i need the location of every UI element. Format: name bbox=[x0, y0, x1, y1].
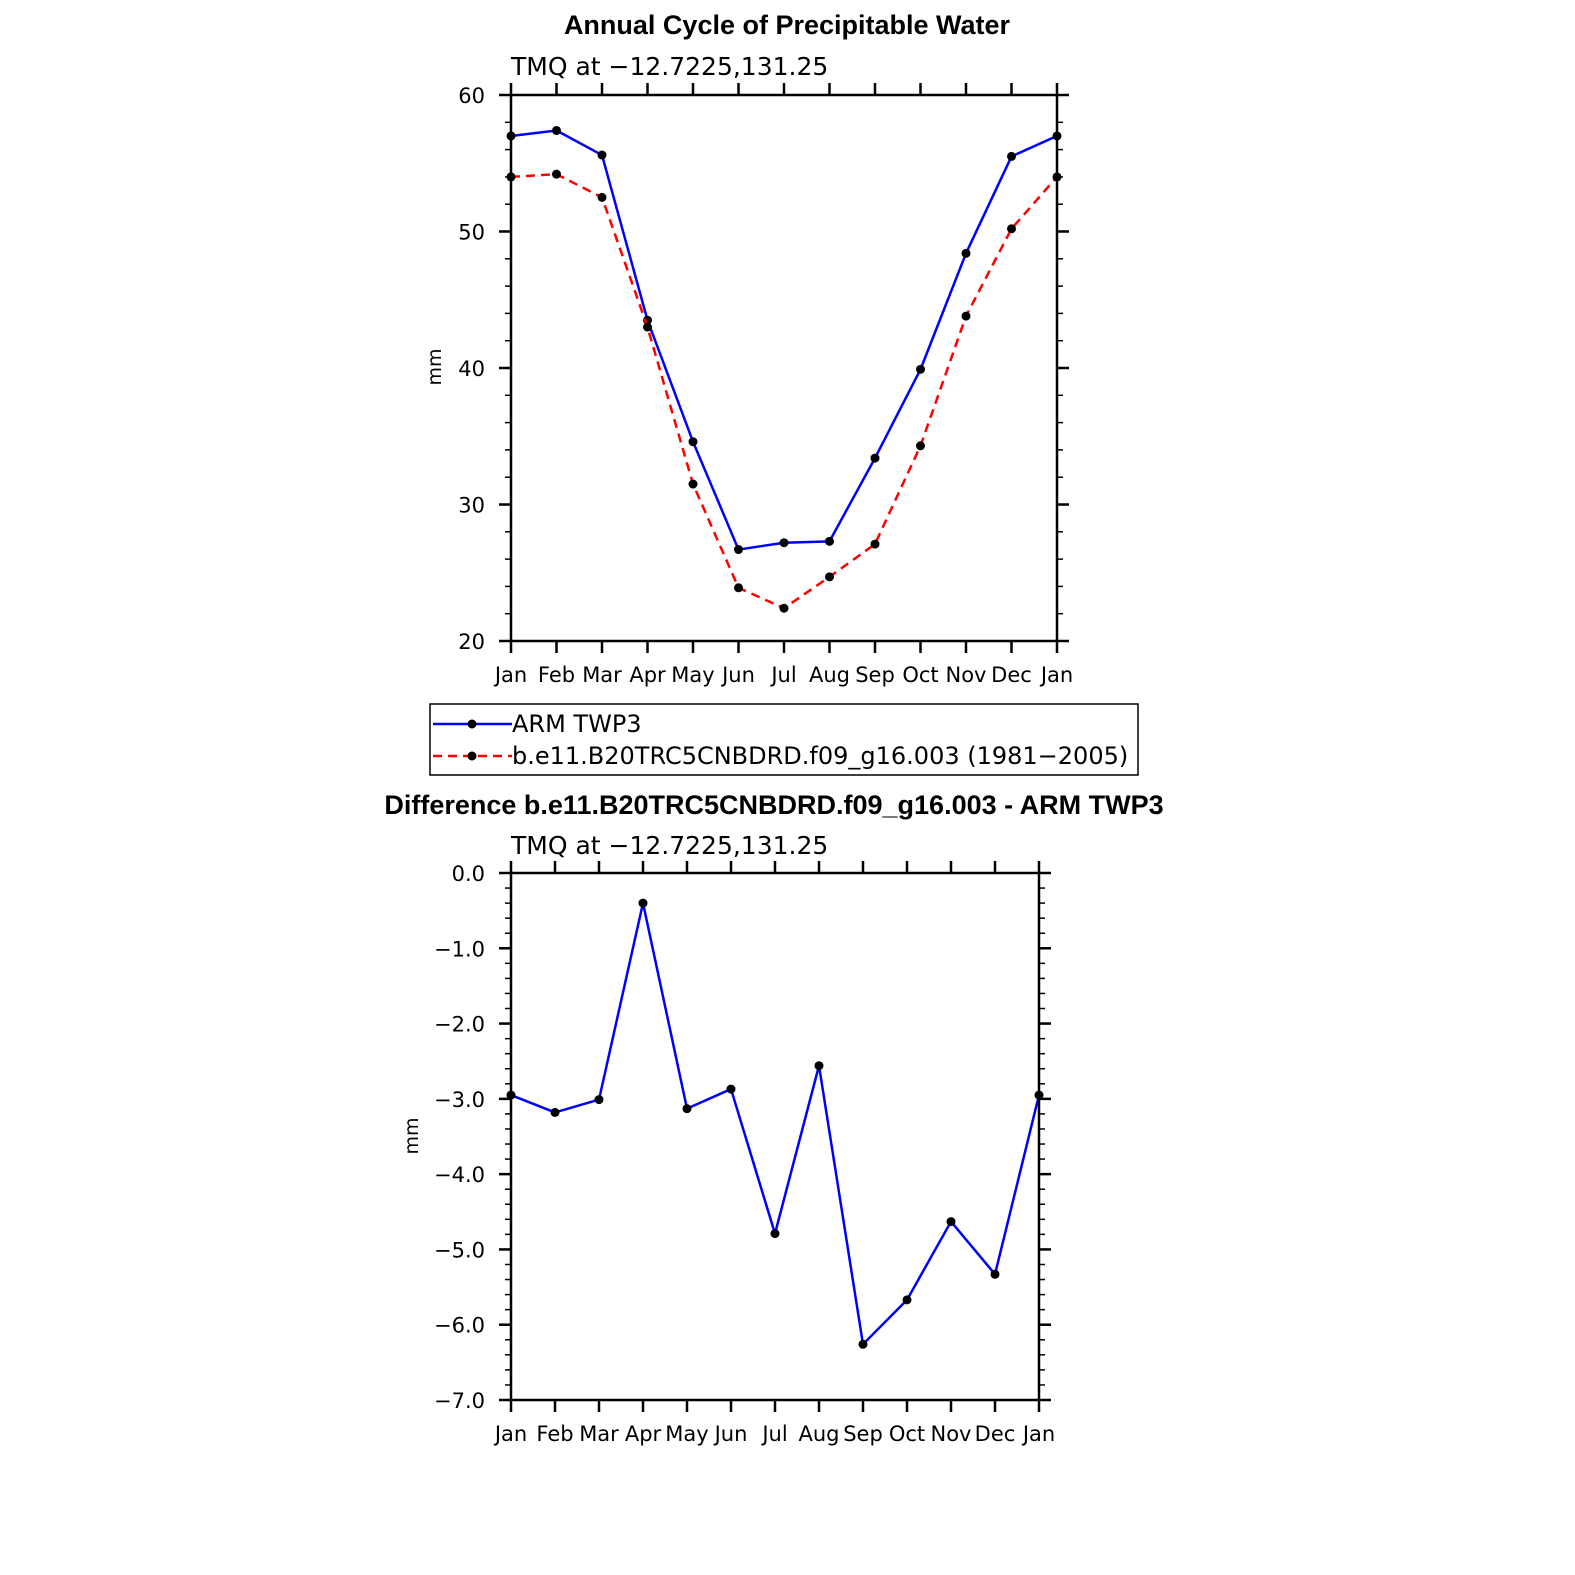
p2-series-0-point bbox=[946, 1217, 956, 1227]
p2-xtick-label: Jan bbox=[493, 1422, 527, 1446]
p1-series-0-point bbox=[552, 125, 561, 135]
p2-xtick-label: Feb bbox=[536, 1422, 573, 1446]
panel2-plot-frame bbox=[509, 871, 1041, 1402]
legend-label-obs: ARM TWP3 bbox=[512, 710, 642, 738]
p2-series-0-point bbox=[770, 1229, 780, 1239]
p2-xtick-label: May bbox=[665, 1422, 708, 1446]
p1-series-1-point bbox=[825, 572, 834, 582]
p2-series-0-point bbox=[726, 1084, 736, 1094]
panel-annual-cycle: Annual Cycle of Precipitable Water TMQ a… bbox=[424, 10, 1073, 687]
p2-xtick-label: Dec bbox=[975, 1422, 1016, 1446]
p2-series-0-point bbox=[550, 1107, 560, 1117]
p1-series-1-point bbox=[643, 322, 652, 332]
p1-series-0-point bbox=[870, 453, 880, 463]
p1-xtick-label: Jan bbox=[493, 663, 527, 687]
p1-series-0-point bbox=[688, 437, 698, 447]
p1-series-1-point bbox=[552, 169, 561, 179]
p1-series-0-point bbox=[825, 536, 834, 546]
p1-series-1-point bbox=[916, 441, 925, 451]
p1-series-1-point bbox=[597, 192, 607, 202]
p1-ytick-label: 30 bbox=[458, 494, 485, 518]
panel1-plot-frame bbox=[509, 93, 1059, 643]
p1-series-0-point bbox=[779, 538, 789, 548]
p1-series-1-point bbox=[779, 603, 789, 613]
p1-series-1-point bbox=[870, 539, 880, 549]
p1-xtick-label: Dec bbox=[991, 663, 1032, 687]
p1-series-1-point bbox=[1007, 224, 1016, 234]
p2-series-0-point bbox=[902, 1295, 912, 1305]
p2-series-0-point bbox=[990, 1269, 1000, 1279]
legend-box bbox=[429, 703, 1139, 776]
p1-xtick-label: Nov bbox=[946, 663, 987, 687]
panel-difference: Difference b.e11.B20TRC5CNBDRD.f09_g16.0… bbox=[384, 790, 1163, 1446]
p1-ytick-label: 50 bbox=[458, 221, 485, 245]
p1-xtick-label: Apr bbox=[629, 663, 666, 687]
panel2-subtitle: TMQ at −12.7225,131.25 bbox=[510, 831, 828, 860]
p1-xtick-label: Oct bbox=[902, 663, 938, 687]
p1-series-0-point bbox=[916, 364, 925, 374]
p2-xtick-label: Jan bbox=[1021, 1422, 1055, 1446]
legend-marker-obs bbox=[467, 719, 477, 729]
p2-series-line-0 bbox=[510, 901, 1041, 1346]
p1-xtick-label: Mar bbox=[582, 663, 622, 687]
legend-label-model: b.e11.B20TRC5CNBDRD.f09_g16.003 (1981−20… bbox=[512, 742, 1128, 770]
p2-xtick-label: Oct bbox=[889, 1422, 925, 1446]
p1-series-0-point bbox=[961, 248, 971, 258]
p2-xtick-label: Nov bbox=[931, 1422, 972, 1446]
legend-marker-model bbox=[467, 751, 477, 761]
p2-xtick-label: Mar bbox=[579, 1422, 619, 1446]
p2-ytick-label: −7.0 bbox=[434, 1389, 485, 1413]
legend: ARM TWP3 b.e11.B20TRC5CNBDRD.f09_g16.003… bbox=[429, 703, 1139, 776]
p2-xtick-label: Jul bbox=[760, 1422, 787, 1446]
panel1-ylabel: mm bbox=[424, 348, 446, 385]
p1-xtick-label: Jul bbox=[769, 663, 796, 687]
p1-ytick-label: 60 bbox=[458, 84, 485, 108]
p1-xtick-label: Aug bbox=[809, 663, 850, 687]
p2-xtick-label: Sep bbox=[843, 1422, 883, 1446]
p2-ytick-label: −5.0 bbox=[434, 1238, 485, 1262]
p2-series-0-point bbox=[638, 898, 648, 908]
p1-xtick-label: Jun bbox=[720, 663, 755, 687]
p2-series-0-point bbox=[594, 1095, 604, 1105]
p2-ytick-label: 0.0 bbox=[452, 862, 485, 886]
p1-series-0-point bbox=[1007, 151, 1016, 161]
p2-xtick-label: Jun bbox=[713, 1422, 748, 1446]
p1-ytick-label: 20 bbox=[458, 630, 485, 654]
p2-ytick-label: −2.0 bbox=[434, 1013, 485, 1037]
p1-xtick-label: Jan bbox=[1039, 663, 1073, 687]
p1-xtick-label: Sep bbox=[855, 663, 895, 687]
p1-series-1-point bbox=[961, 311, 971, 321]
p2-ytick-label: −4.0 bbox=[434, 1163, 485, 1187]
p2-xtick-label: Apr bbox=[625, 1422, 662, 1446]
p1-xtick-label: May bbox=[671, 663, 714, 687]
p2-ytick-label: −3.0 bbox=[434, 1088, 485, 1112]
p2-xtick-label: Aug bbox=[798, 1422, 839, 1446]
p2-ytick-label: −6.0 bbox=[434, 1314, 485, 1338]
p1-series-line-0 bbox=[510, 129, 1058, 551]
p2-ytick-label: −1.0 bbox=[434, 937, 485, 961]
p1-series-0-point bbox=[734, 545, 743, 555]
panel1-subtitle: TMQ at −12.7225,131.25 bbox=[510, 52, 828, 81]
p2-series-0-point bbox=[682, 1104, 692, 1114]
p1-series-1-point bbox=[734, 583, 743, 593]
p2-series-0-point bbox=[858, 1339, 868, 1349]
panel1-title: Annual Cycle of Precipitable Water bbox=[564, 10, 1011, 40]
p1-series-1-point bbox=[688, 479, 698, 489]
p1-xtick-label: Feb bbox=[538, 663, 575, 687]
panel2-ylabel: mm bbox=[401, 1117, 423, 1154]
p1-ytick-label: 40 bbox=[458, 357, 485, 381]
panel2-title: Difference b.e11.B20TRC5CNBDRD.f09_g16.0… bbox=[384, 790, 1163, 820]
p2-series-0-point bbox=[814, 1061, 824, 1071]
p1-series-0-point bbox=[597, 150, 607, 160]
